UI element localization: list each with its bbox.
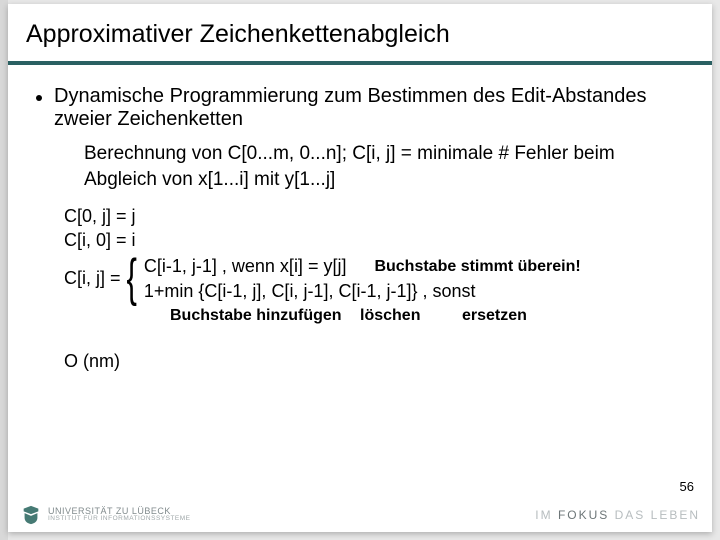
slide: Approximativer Zeichenkettenabgleich Dyn… xyxy=(8,4,712,532)
content-area: Dynamische Programmierung zum Bestimmen … xyxy=(8,65,712,372)
annotation-add: Buchstabe hinzufügen xyxy=(170,307,342,325)
bullet-dot-icon xyxy=(36,95,42,101)
annotation-row: Buchstabe hinzufügen löschen ersetzen xyxy=(64,307,684,331)
formula-block: C[0, j] = j C[i, 0] = i C[i, j] = { C[i-… xyxy=(64,206,684,331)
brand-prefix: IM xyxy=(535,508,558,522)
brand-suffix: DAS LEBEN xyxy=(609,508,700,522)
bullet-text: Dynamische Programmierung zum Bestimmen … xyxy=(54,85,684,131)
formula-lhs: C[i, j] = xyxy=(64,268,121,289)
formula-case-2: 1+min {C[i-1, j], C[i, j-1], C[i-1, j-1]… xyxy=(144,279,581,303)
page-title: Approximativer Zeichenkettenabgleich xyxy=(8,4,712,57)
footer: UNIVERSITÄT ZU LÜBECK INSTITUT FÜR INFOR… xyxy=(8,498,712,532)
annotation-match: Buchstabe stimmt überein! xyxy=(374,256,580,278)
brand-fokus: FOKUS xyxy=(558,508,609,522)
footer-left: UNIVERSITÄT ZU LÜBECK INSTITUT FÜR INFOR… xyxy=(20,504,191,526)
brace-icon: { xyxy=(126,258,136,300)
bullet-main: Dynamische Programmierung zum Bestimmen … xyxy=(36,85,684,131)
university-crest-icon xyxy=(20,504,42,526)
page-number: 56 xyxy=(680,479,694,494)
formula-line-1: C[0, j] = j xyxy=(64,206,684,227)
formula-O: O (nm) xyxy=(64,351,684,372)
annotation-delete: löschen xyxy=(360,307,420,325)
formula-line-2: C[i, 0] = i xyxy=(64,230,684,251)
formula-case-1: C[i-1, j-1] , wenn x[i] = y[j] xyxy=(144,254,347,278)
sub-text: Berechnung von C[0...m, 0...n]; C[i, j] … xyxy=(84,141,684,192)
formula-line-3: C[i, j] = { C[i-1, j-1] , wenn x[i] = y[… xyxy=(64,254,684,303)
footer-brand: IM FOKUS DAS LEBEN xyxy=(535,508,700,522)
annotation-replace: ersetzen xyxy=(462,307,527,325)
university-subtitle: INSTITUT FÜR INFORMATIONSSYSTEME xyxy=(48,516,191,523)
